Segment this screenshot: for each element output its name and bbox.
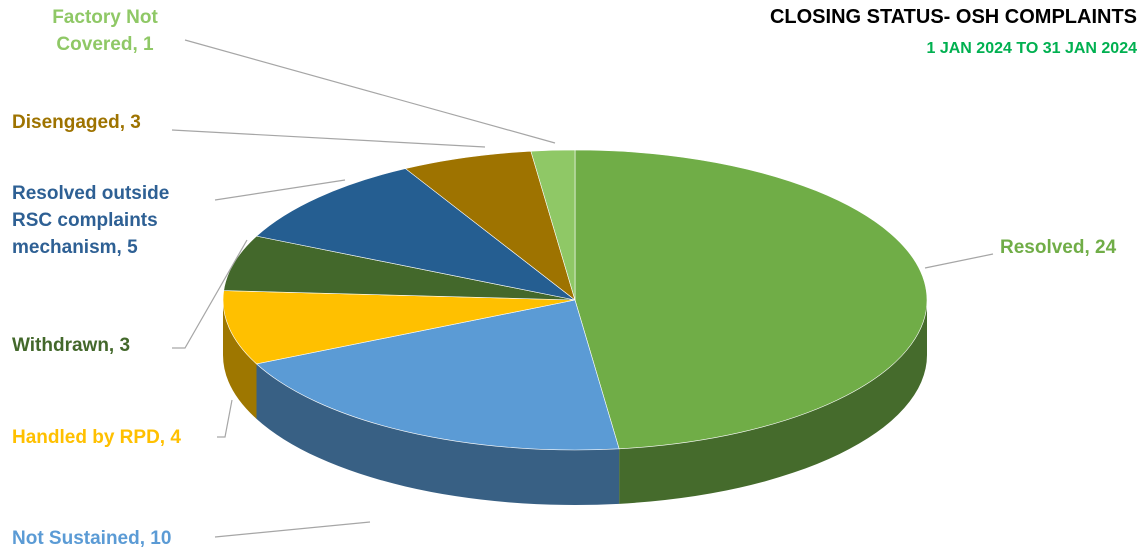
slice-side [256, 363, 620, 505]
slice-side [619, 300, 927, 504]
slice-side [223, 300, 257, 419]
data-label: Withdrawn, 3 [12, 335, 131, 356]
data-label: Handled by RPD, 4 [12, 427, 181, 448]
leader-line [172, 239, 248, 349]
leader-line [217, 399, 233, 438]
slice [404, 150, 576, 301]
leader-line [214, 521, 371, 538]
slice [255, 168, 576, 301]
slice [222, 290, 576, 365]
slice [255, 299, 620, 451]
data-label: Resolved, 24 [1000, 237, 1117, 258]
data-label: Disengaged, 3 [12, 112, 141, 133]
data-label: Factory Not Covered, 1 [52, 7, 158, 55]
slice [574, 149, 928, 450]
leader-line [214, 179, 346, 201]
leader-line [184, 39, 556, 144]
leader-line [924, 253, 994, 269]
leader-line [171, 129, 486, 148]
chart-subtitle: 1 JAN 2024 TO 31 JAN 2024 [926, 40, 1138, 57]
data-label: Not Sustained, 10 [12, 528, 172, 549]
slice [530, 149, 576, 301]
data-label: Resolved outside RSC complaints mechanis… [12, 183, 170, 258]
chart-title: CLOSING STATUS- OSH COMPLAINTS [769, 6, 1137, 28]
